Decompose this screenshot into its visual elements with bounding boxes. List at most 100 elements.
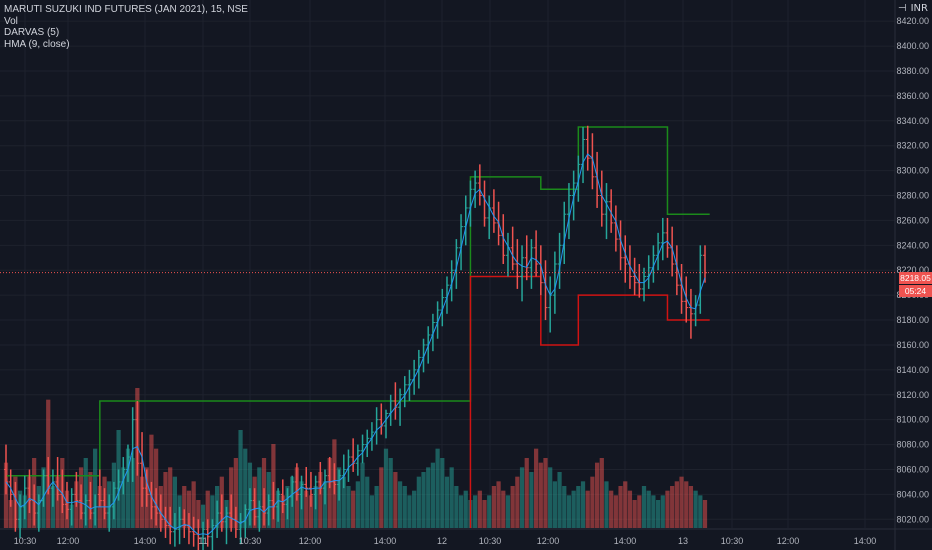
volume-bar (482, 500, 487, 528)
y-tick-label: 8100.00 (896, 415, 929, 425)
y-tick-label: 8220.00 (896, 265, 929, 275)
ohlc-bar (210, 519, 215, 550)
currency-label[interactable]: INR (910, 3, 928, 14)
volume-bar (534, 448, 539, 528)
ohlc-bar (595, 151, 600, 208)
volume-bar (557, 472, 562, 528)
ohlc-bar (477, 164, 482, 206)
y-tick-label: 8280.00 (896, 191, 929, 201)
x-tick-label: 10:30 (479, 536, 502, 546)
volume-bar (623, 481, 628, 528)
volume-bar (519, 467, 525, 528)
ohlc-bar (482, 180, 487, 227)
y-tick-label: 8360.00 (896, 91, 929, 101)
ohlc-bar (632, 257, 637, 296)
volume-bar (210, 495, 215, 528)
volume-bar (430, 462, 436, 528)
volume-bar (613, 495, 618, 528)
volume-bar (515, 476, 520, 528)
volume-bar (397, 481, 403, 528)
y-tick-label: 8160.00 (896, 340, 929, 350)
x-tick-label: 14:00 (854, 536, 877, 546)
ohlc-bar (332, 463, 337, 495)
volume-bar (360, 462, 365, 528)
volume-bar (571, 490, 576, 528)
ohlc-bar (111, 481, 116, 520)
price-axis[interactable]: 8420.00 8400.00 8380.00 8360.00 8340.00 8320.… (896, 16, 929, 524)
x-tick-label: 14:00 (134, 536, 157, 546)
y-tick-label: 8080.00 (896, 440, 929, 450)
volume-bar (393, 472, 398, 528)
volume-bar (304, 490, 309, 528)
volume-bar (407, 495, 412, 528)
ohlc-bar (590, 133, 595, 190)
volume-bar (369, 495, 375, 528)
ohlc-bar (581, 127, 586, 184)
ohlc-bar (529, 239, 534, 289)
legend-hma[interactable]: HMA (9, close) (4, 38, 70, 50)
ohlc-bar (135, 400, 140, 476)
y-tick-label: 8040.00 (896, 489, 929, 499)
legend-darvas[interactable]: DARVAS (5) (4, 27, 60, 38)
ohlc-bar (41, 469, 46, 507)
volume-bar (604, 481, 609, 528)
ohlc-bar (116, 469, 121, 501)
volume-bar (491, 486, 497, 528)
volume-bar (50, 486, 56, 528)
volume-bar (599, 458, 604, 528)
volume-bar (355, 481, 360, 528)
volume-bar (665, 490, 670, 528)
legend-volume[interactable]: Vol (4, 15, 18, 27)
volume-bar (529, 472, 534, 528)
symbol-title[interactable]: MARUTI SUZUKI IND FUTURES (JAN 2021), 15… (4, 4, 248, 15)
volume-bar (130, 458, 135, 528)
volume-bar (660, 495, 665, 528)
volume-bar (454, 486, 459, 528)
volume-bar (576, 486, 581, 528)
scale-controls: ⊣ INR (894, 3, 928, 14)
time-axis[interactable]: 10:30 12:00 14:00 11 10:30 12:00 14:00 12 10:30 1… (14, 536, 877, 546)
volume-bar (548, 467, 553, 528)
ohlc-bar (552, 251, 557, 314)
volume-bar (562, 486, 567, 528)
chart-legend: MARUTI SUZUKI IND FUTURES (JAN 2021), 15… (4, 4, 248, 50)
volume-bar (618, 486, 623, 528)
ohlc-bar (266, 494, 271, 526)
volume-bar (233, 458, 238, 528)
x-tick-label: 10:30 (239, 536, 262, 546)
ohlc-bar (487, 195, 492, 240)
ohlc-bar (534, 230, 539, 277)
volume-bar (458, 495, 464, 528)
y-tick-label: 8380.00 (896, 66, 929, 76)
volume-bar (327, 458, 332, 528)
volume-bar (684, 481, 689, 528)
ohlc-bar (646, 255, 651, 289)
ohlc-bar (613, 205, 618, 252)
hma-line (5, 153, 706, 536)
volume-bar (186, 490, 192, 528)
volume-bar (172, 476, 177, 528)
ohlc-bar (660, 217, 665, 261)
ohlc-bar (337, 469, 342, 501)
volume-bar (585, 490, 590, 528)
y-tick-label: 8120.00 (896, 390, 929, 400)
volume-bar (412, 490, 417, 528)
x-tick-label: 14:00 (614, 536, 637, 546)
volume-bar (609, 490, 614, 528)
x-tick-label: 10:30 (14, 536, 37, 546)
ohlc-bar (693, 295, 698, 327)
ohlc-bar (665, 217, 670, 258)
volume-bar (552, 481, 557, 528)
y-tick-label: 8300.00 (896, 166, 929, 176)
volume-bar (121, 467, 126, 528)
ohlc-bar (224, 506, 229, 545)
volume-bar (365, 476, 370, 528)
y-tick-label: 8260.00 (896, 215, 929, 225)
bar-countdown-badge: 05:24 (899, 285, 932, 297)
volume-bar (421, 472, 426, 528)
ohlc-bar (27, 469, 32, 514)
scale-settings-icon[interactable]: ⊣ (897, 3, 907, 14)
ohlc-bar (69, 488, 74, 526)
ohlc-bar (501, 214, 506, 264)
